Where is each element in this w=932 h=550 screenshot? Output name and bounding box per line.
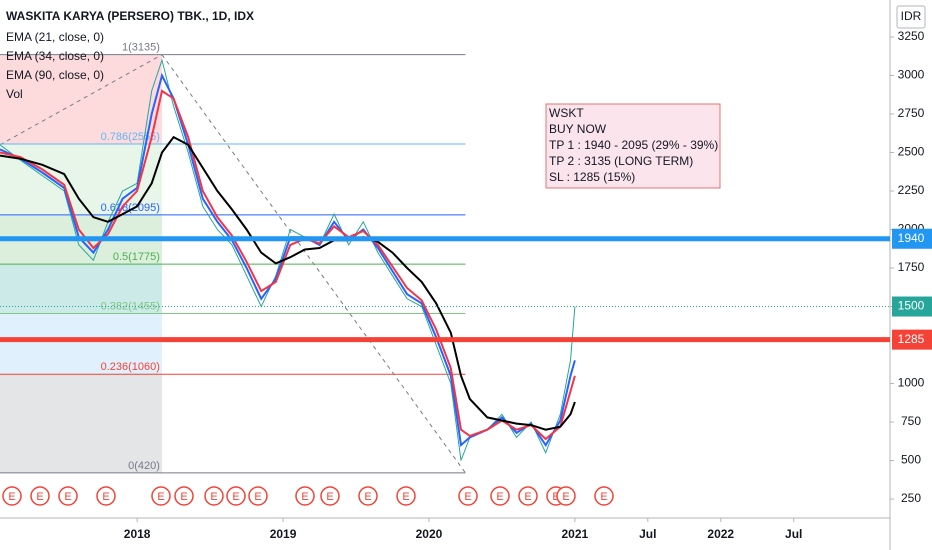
earnings-icon[interactable]	[226, 486, 246, 506]
level-label-box	[892, 228, 932, 249]
x-tick-label: 2020	[416, 527, 443, 541]
earnings-icon[interactable]	[458, 486, 478, 506]
x-tick-label: Jul	[639, 527, 656, 541]
y-tick-label: 3250	[898, 29, 925, 43]
indicator-label: EMA (90, close, 0)	[6, 68, 104, 82]
earnings-icon[interactable]	[96, 486, 116, 506]
level-label-box	[892, 296, 932, 317]
x-tick-label: Jul	[785, 527, 802, 541]
x-tick-label: 2019	[270, 527, 297, 541]
currency-box	[896, 5, 926, 29]
y-tick-label: 2250	[898, 183, 925, 197]
earnings-icon[interactable]	[490, 486, 510, 506]
x-tick-label: 2022	[707, 527, 734, 541]
earnings-letter: E	[157, 491, 164, 503]
note-line: TP 1 : 1940 - 2095 (29% - 39%)	[549, 138, 718, 152]
earnings-icon[interactable]	[151, 486, 171, 506]
earnings-icon[interactable]	[248, 486, 268, 506]
earnings-letter: E	[600, 491, 607, 503]
fib-zone	[0, 313, 162, 375]
earnings-letter: E	[464, 491, 471, 503]
earnings-letter: E	[180, 491, 187, 503]
earnings-letter: E	[496, 491, 503, 503]
x-tick-label: 2018	[124, 527, 151, 541]
level-label: 1940	[898, 231, 925, 245]
fib-label: 1(3135)	[122, 42, 160, 54]
trend-line	[0, 54, 163, 146]
fib-zone	[0, 264, 162, 314]
fib-label: 0.618(2095)	[101, 202, 160, 214]
y-tick-label: 1750	[898, 260, 925, 274]
level-label: 1500	[898, 299, 925, 313]
earnings-icon[interactable]	[204, 486, 224, 506]
earnings-letter: E	[102, 491, 109, 503]
earnings-icon[interactable]	[30, 486, 50, 506]
fib-label: 0.236(1060)	[101, 361, 160, 373]
y-tick-label: 750	[901, 414, 921, 428]
indicator-label: EMA (21, close, 0)	[6, 30, 104, 44]
earnings-letter: E	[8, 491, 15, 503]
earnings-letter: E	[326, 491, 333, 503]
earnings-letter: E	[552, 491, 559, 503]
y-tick-label: 500	[901, 453, 921, 467]
x-tick-label: 2021	[562, 527, 589, 541]
y-tick-label: 1000	[898, 376, 925, 390]
earnings-letter: E	[64, 491, 71, 503]
y-tick-label: 3000	[898, 68, 925, 82]
level-label: 1285	[898, 332, 925, 346]
ema-line	[0, 135, 576, 431]
indicator-label: Vol	[6, 87, 23, 101]
plot-area: 1(3135)0.786(2555)0.618(2095)0.5(1775)0.…	[0, 42, 576, 474]
level-label-box	[892, 329, 932, 350]
note-line: TP 2 : 3135 (LONG TERM)	[549, 154, 693, 168]
earnings-icon[interactable]	[58, 486, 78, 506]
y-tick-label: 2500	[898, 145, 925, 159]
earnings-icon[interactable]	[2, 486, 22, 506]
fib-zone	[0, 374, 162, 473]
currency: IDR	[901, 9, 922, 23]
earnings-letter: E	[402, 491, 409, 503]
note-line: SL : 1285 (15%)	[549, 170, 635, 184]
note-line: WSKT	[549, 106, 584, 120]
earnings-letter: E	[232, 491, 239, 503]
earnings-letter: E	[301, 491, 308, 503]
earnings-icon[interactable]	[518, 486, 538, 506]
earnings-icon[interactable]	[594, 486, 614, 506]
fib-label: 0(420)	[128, 460, 160, 472]
y-tick-label: 2750	[898, 106, 925, 120]
earnings-icon[interactable]	[320, 486, 340, 506]
earnings-icon[interactable]	[358, 486, 378, 506]
earnings-letter: E	[36, 491, 43, 503]
note-box	[545, 103, 721, 189]
earnings-icon[interactable]	[396, 486, 416, 506]
note-line: BUY NOW	[549, 122, 607, 136]
earnings-icon[interactable]	[174, 486, 194, 506]
fib-label: 0.5(1775)	[113, 251, 160, 263]
earnings-letter: E	[254, 491, 261, 503]
earnings-letter: E	[364, 491, 371, 503]
y-tick-label: 250	[901, 491, 921, 505]
earnings-letter: E	[562, 491, 569, 503]
earnings-letter: E	[210, 491, 217, 503]
earnings-icon[interactable]	[556, 486, 576, 506]
indicator-label: EMA (34, close, 0)	[6, 49, 104, 63]
fib-label: 0.382(1455)	[101, 300, 160, 312]
earnings-letter: E	[524, 491, 531, 503]
chart-title: WASKITA KARYA (PERSERO) TBK., 1D, IDX	[6, 9, 254, 23]
earnings-icon[interactable]	[295, 486, 315, 506]
